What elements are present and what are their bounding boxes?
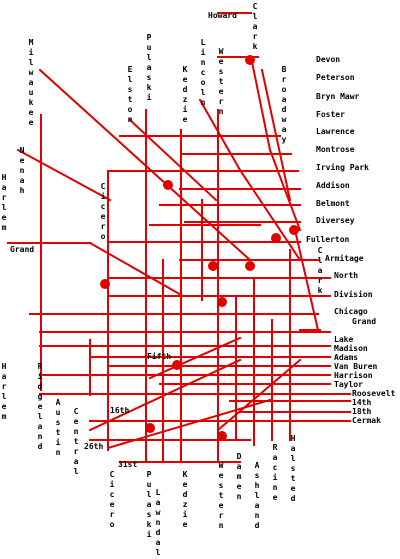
nenah-avenue <box>16 148 112 202</box>
label-elston: Elston <box>127 65 133 124</box>
label-fullerton: Fullerton <box>306 235 350 244</box>
stop-marker-26th-western <box>217 431 227 441</box>
label-chicago: Chicago <box>334 307 368 316</box>
elston-avenue <box>128 118 218 202</box>
label-bryn-mawr: Bryn Mawr <box>316 92 360 101</box>
stop-marker-clark-howard <box>245 55 255 65</box>
label-division: Division <box>334 290 373 299</box>
stop-marker-fifth-kedzie <box>172 360 182 370</box>
label-grand-west: Grand <box>10 245 35 254</box>
label-kedzie-north: Kedzie <box>182 65 188 124</box>
label-kedzie-south: Kedzie <box>182 470 188 529</box>
label-racine: Racine <box>272 443 278 502</box>
label-harlem-south: Harlem <box>1 362 7 421</box>
label-lawndale: Lawndale <box>155 488 161 559</box>
label-western-north: Western <box>218 47 224 116</box>
label-26th: 26th <box>84 442 104 451</box>
stop-marker-armitage-western <box>208 261 218 271</box>
label-harrison: Harrison <box>334 371 373 380</box>
kennedy-expressway <box>238 168 302 262</box>
clark-street <box>249 55 272 152</box>
label-broadway: Broadway <box>281 65 287 144</box>
label-irving-park: Irving Park <box>316 163 369 172</box>
stop-marker-cermak-pulaski <box>145 423 155 433</box>
label-pulaski-north: Pulaski <box>146 33 152 102</box>
label-lake: Lake <box>334 335 354 344</box>
label-peterson: Peterson <box>316 73 355 82</box>
label-montrose: Montrose <box>316 145 355 154</box>
label-16th: 16th <box>110 406 130 415</box>
label-howard: Howard <box>208 11 237 20</box>
label-ridgeland: Ridgeland <box>37 362 43 451</box>
label-cicero-north: Cicero <box>100 182 106 241</box>
label-halsted: Halsted <box>290 434 296 503</box>
lincoln-avenue <box>198 98 242 172</box>
stop-marker-division-cicero <box>100 279 110 289</box>
stop-marker-irving-cicero <box>163 180 173 190</box>
stop-marker-north-ashland <box>245 261 255 271</box>
broadway <box>260 68 292 202</box>
lower-lake-shore <box>293 228 320 332</box>
sheridan-road <box>268 148 302 232</box>
label-damen: Damen <box>236 452 242 501</box>
label-ashland: Ashland <box>254 461 260 530</box>
label-lawrence: Lawrence <box>316 127 355 136</box>
label-pulaski-south: Pulaski <box>146 470 152 539</box>
fifth-avenue <box>148 336 242 380</box>
label-austin: Austin <box>55 398 61 457</box>
label-nenah: Nenah <box>19 146 25 195</box>
label-devon: Devon <box>316 55 341 64</box>
label-14th: 14th <box>352 398 372 407</box>
label-adams: Adams <box>334 353 359 362</box>
stop-marker-fullerton-halsted <box>271 233 281 243</box>
stop-marker-diversey-broadway <box>289 225 299 235</box>
ogden-avenue <box>88 358 242 432</box>
label-taylor: Taylor <box>334 380 363 389</box>
label-diversey: Diversey <box>316 216 355 225</box>
label-belmont: Belmont <box>316 199 350 208</box>
label-van-buren: Van Buren <box>334 362 378 371</box>
label-fifth: Fifth <box>147 352 172 361</box>
label-cicero-south: Cicero <box>109 470 115 529</box>
label-roosevelt: Roosevelt <box>352 389 396 398</box>
label-north: North <box>334 271 359 280</box>
label-clark-south: Clark <box>317 246 323 295</box>
label-foster: Foster <box>316 110 345 119</box>
label-18th: 18th <box>352 407 372 416</box>
stop-marker-chicago-western <box>217 297 227 307</box>
label-madison: Madison <box>334 344 368 353</box>
label-harlem-north: Harlem <box>1 173 7 232</box>
blue-island-avenue <box>216 358 302 432</box>
label-armitage: Armitage <box>325 254 364 263</box>
label-milwaukee: Milwaukee <box>28 38 34 127</box>
label-central: Central <box>73 407 79 476</box>
label-grand-east: Grand <box>352 317 377 326</box>
milwaukee-avenue <box>38 68 252 262</box>
label-lincoln: Lincoln <box>200 38 206 107</box>
label-31st: 31st <box>118 460 138 469</box>
label-cermak: Cermak <box>352 416 381 425</box>
label-clark-north: Clark <box>252 2 258 51</box>
label-addison: Addison <box>316 181 350 190</box>
label-western-south: Western <box>218 461 224 530</box>
grand-avenue-diagonal <box>88 241 185 298</box>
